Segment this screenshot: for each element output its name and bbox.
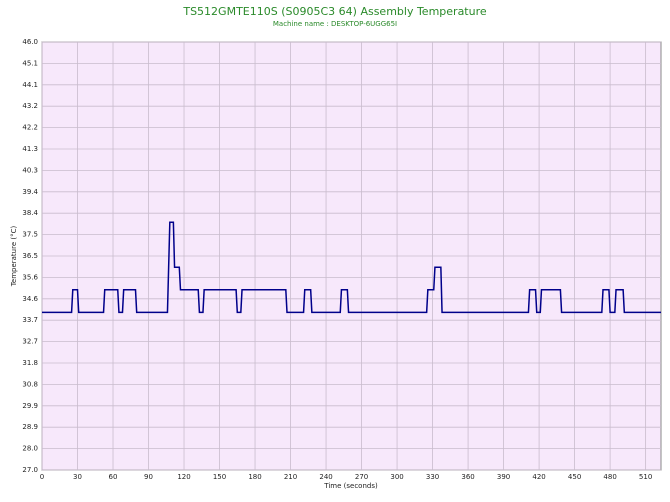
y-tick-label: 28.0 <box>22 445 38 453</box>
x-tick-label: 30 <box>73 473 82 481</box>
y-tick-label: 41.3 <box>22 145 38 153</box>
y-tick-label: 28.9 <box>22 423 38 431</box>
y-tick-label: 30.8 <box>22 380 38 388</box>
x-tick-label: 270 <box>355 473 368 481</box>
x-tick-label: 330 <box>426 473 439 481</box>
x-tick-label: 480 <box>603 473 616 481</box>
y-tick-label: 42.2 <box>22 124 38 132</box>
y-axis-label: Temperature (°C) <box>10 226 18 288</box>
chart-subtitle: Machine name : DESKTOP-6UGG65I <box>273 20 397 28</box>
x-tick-label: 0 <box>40 473 44 481</box>
y-tick-label: 37.5 <box>22 231 38 239</box>
chart-title: TS512GMTE110S (S0905C3 64) Assembly Temp… <box>182 5 487 18</box>
y-tick-label: 45.1 <box>22 59 38 67</box>
y-tick-label: 46.0 <box>22 38 38 46</box>
y-tick-label: 36.5 <box>22 252 38 260</box>
y-tick-label: 38.4 <box>22 209 38 217</box>
x-tick-label: 300 <box>390 473 403 481</box>
y-tick-label: 31.8 <box>22 359 38 367</box>
x-tick-label: 360 <box>461 473 474 481</box>
x-tick-label: 90 <box>144 473 153 481</box>
x-tick-label: 60 <box>109 473 118 481</box>
x-tick-label: 240 <box>319 473 332 481</box>
y-tick-label: 29.9 <box>22 402 38 410</box>
x-tick-label: 450 <box>568 473 581 481</box>
series-line <box>42 221 661 314</box>
x-tick-label: 390 <box>497 473 510 481</box>
x-tick-label: 120 <box>177 473 190 481</box>
x-axis-label: Time (seconds) <box>323 482 378 490</box>
y-tick-label: 35.6 <box>22 273 38 281</box>
y-tick-label: 43.2 <box>22 102 38 110</box>
x-tick-label: 150 <box>213 473 226 481</box>
y-tick-label: 44.1 <box>22 81 38 89</box>
y-tick-label: 27.0 <box>22 466 38 474</box>
x-tick-label: 420 <box>532 473 545 481</box>
x-tick-label: 180 <box>248 473 261 481</box>
x-tick-label: 510 <box>639 473 652 481</box>
y-tick-label: 33.7 <box>22 316 38 324</box>
y-tick-label: 32.7 <box>22 338 38 346</box>
y-tick-label: 34.6 <box>22 295 38 303</box>
y-tick-label: 39.4 <box>22 188 38 196</box>
x-tick-label: 210 <box>284 473 297 481</box>
y-tick-label: 40.3 <box>22 166 38 174</box>
